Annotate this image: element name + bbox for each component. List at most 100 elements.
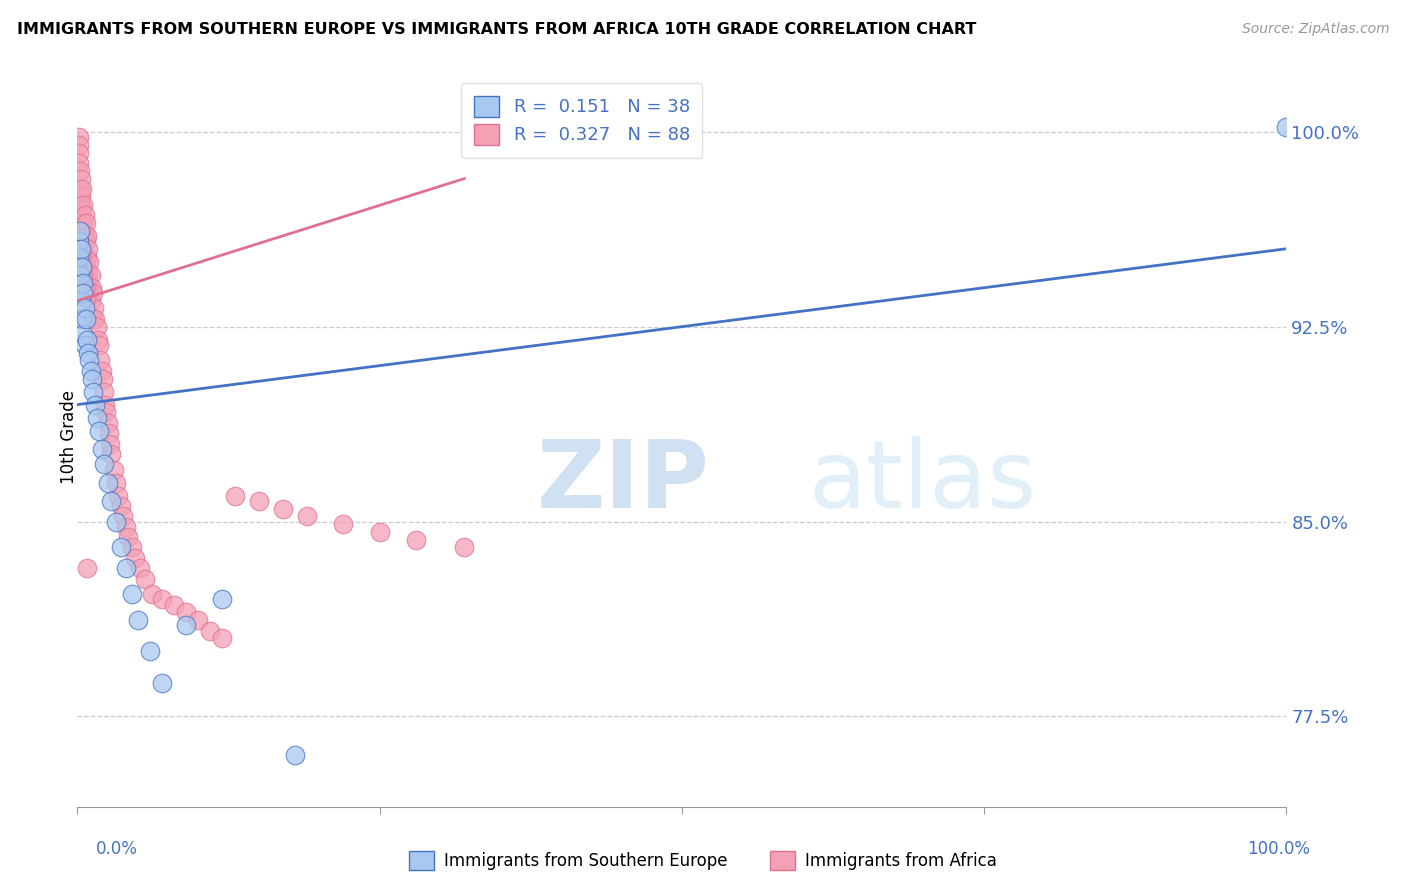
- Point: [70, 293, 93, 308]
- Point: [87, 333, 110, 347]
- Point: [121, 587, 143, 601]
- Point: [84, 311, 107, 326]
- Point: [70, 190, 93, 204]
- Point: [211, 592, 233, 607]
- Point: [75, 291, 97, 305]
- Point: [73, 228, 96, 243]
- Point: [76, 561, 98, 575]
- Point: [110, 541, 132, 555]
- Text: IMMIGRANTS FROM SOUTHERN EUROPE VS IMMIGRANTS FROM AFRICA 10TH GRADE CORRELATION: IMMIGRANTS FROM SOUTHERN EUROPE VS IMMIG…: [17, 22, 976, 37]
- Point: [90, 442, 112, 456]
- Point: [69, 216, 91, 230]
- Point: [69, 163, 91, 178]
- Point: [150, 675, 173, 690]
- Point: [67, 156, 90, 170]
- Point: [97, 426, 120, 441]
- Point: [187, 613, 209, 627]
- Point: [89, 353, 111, 368]
- Point: [76, 250, 98, 264]
- Point: [368, 524, 391, 539]
- Point: [70, 242, 93, 256]
- Point: [67, 190, 90, 204]
- Point: [80, 281, 103, 295]
- Point: [284, 748, 307, 763]
- Point: [69, 268, 91, 282]
- Point: [79, 293, 101, 308]
- Point: [77, 268, 100, 282]
- Legend: Immigrants from Southern Europe, Immigrants from Africa: Immigrants from Southern Europe, Immigra…: [402, 844, 1004, 877]
- Point: [73, 208, 96, 222]
- Point: [103, 462, 125, 476]
- Point: [67, 137, 90, 152]
- Point: [73, 338, 96, 352]
- Point: [163, 598, 186, 612]
- Point: [247, 493, 270, 508]
- Point: [110, 499, 132, 513]
- Point: [70, 223, 93, 237]
- Point: [72, 276, 94, 290]
- Point: [82, 384, 104, 399]
- Point: [150, 592, 173, 607]
- Point: [73, 301, 96, 316]
- Point: [75, 234, 97, 248]
- Point: [141, 587, 163, 601]
- Point: [93, 384, 115, 399]
- Point: [76, 276, 98, 290]
- Point: [77, 345, 100, 359]
- Point: [72, 234, 94, 248]
- Point: [75, 311, 97, 326]
- Point: [107, 489, 129, 503]
- Point: [224, 489, 246, 503]
- Point: [73, 281, 96, 295]
- Point: [70, 171, 93, 186]
- Point: [134, 572, 156, 586]
- Point: [121, 541, 143, 555]
- Text: ZIP: ZIP: [537, 435, 710, 527]
- Point: [83, 301, 105, 316]
- Point: [77, 242, 100, 256]
- Point: [75, 216, 97, 230]
- Text: 100.0%: 100.0%: [1247, 840, 1310, 858]
- Text: Source: ZipAtlas.com: Source: ZipAtlas.com: [1241, 22, 1389, 37]
- Point: [91, 371, 114, 385]
- Point: [96, 475, 118, 490]
- Point: [79, 353, 101, 368]
- Point: [139, 644, 162, 658]
- Point: [70, 223, 93, 237]
- Legend: R =  0.151   N = 38, R =  0.327   N = 88: R = 0.151 N = 38, R = 0.327 N = 88: [461, 83, 703, 158]
- Point: [94, 398, 117, 412]
- Point: [117, 530, 139, 544]
- Text: atlas: atlas: [808, 435, 1038, 527]
- Point: [79, 364, 101, 378]
- Point: [82, 285, 104, 300]
- Point: [73, 250, 96, 264]
- Point: [124, 550, 146, 565]
- Point: [72, 197, 94, 211]
- Point: [114, 561, 136, 575]
- Point: [70, 202, 93, 217]
- Point: [72, 260, 94, 274]
- Point: [69, 182, 91, 196]
- Point: [295, 509, 318, 524]
- Point: [211, 632, 233, 646]
- Point: [70, 208, 93, 222]
- Point: [87, 338, 110, 352]
- Y-axis label: 10th Grade: 10th Grade: [60, 390, 77, 484]
- Point: [72, 216, 94, 230]
- Point: [72, 268, 94, 282]
- Point: [93, 458, 115, 472]
- Point: [70, 242, 93, 256]
- Point: [453, 541, 475, 555]
- Point: [105, 475, 128, 490]
- Point: [79, 281, 101, 295]
- Point: [70, 311, 93, 326]
- Point: [69, 223, 91, 237]
- Point: [100, 447, 122, 461]
- Point: [70, 260, 93, 274]
- Point: [69, 197, 91, 211]
- Point: [67, 130, 90, 145]
- Point: [70, 182, 93, 196]
- Point: [70, 250, 93, 264]
- Point: [75, 260, 97, 274]
- Point: [90, 364, 112, 378]
